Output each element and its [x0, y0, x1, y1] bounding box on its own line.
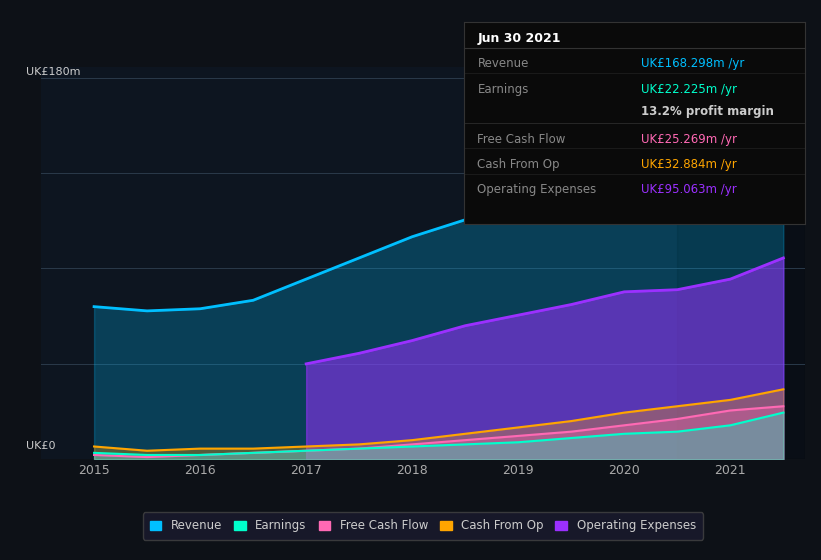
Text: UK£22.225m /yr: UK£22.225m /yr	[641, 83, 737, 96]
Text: UK£168.298m /yr: UK£168.298m /yr	[641, 58, 745, 71]
Bar	[677, 67, 805, 459]
Text: Revenue: Revenue	[478, 58, 529, 71]
Text: Operating Expenses: Operating Expenses	[478, 184, 597, 197]
Text: UK£0: UK£0	[25, 441, 55, 451]
Text: Jun 30 2021: Jun 30 2021	[478, 32, 561, 45]
Text: Free Cash Flow: Free Cash Flow	[478, 133, 566, 146]
Text: 13.2% profit margin: 13.2% profit margin	[641, 105, 774, 118]
Text: Cash From Op: Cash From Op	[478, 158, 560, 171]
Legend: Revenue, Earnings, Free Cash Flow, Cash From Op, Operating Expenses: Revenue, Earnings, Free Cash Flow, Cash …	[143, 512, 703, 539]
Text: UK£25.269m /yr: UK£25.269m /yr	[641, 133, 737, 146]
Text: UK£95.063m /yr: UK£95.063m /yr	[641, 184, 736, 197]
Text: UK£32.884m /yr: UK£32.884m /yr	[641, 158, 736, 171]
Text: Earnings: Earnings	[478, 83, 529, 96]
Text: UK£180m: UK£180m	[25, 67, 80, 77]
